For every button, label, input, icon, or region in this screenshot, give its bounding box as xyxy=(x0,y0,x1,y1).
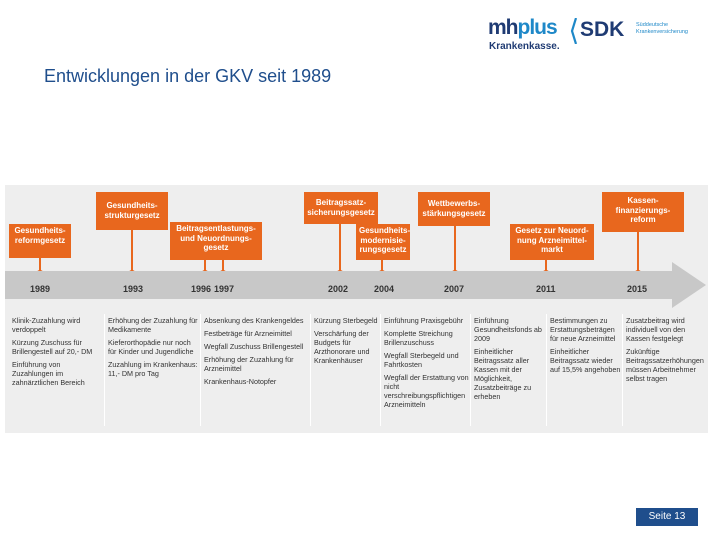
event-item: Bestimmungen zu Erstattungsbeträgen für … xyxy=(550,316,616,343)
law-box-wettbewerbsstaerkungsgesetz: Wettbewerbs- stärkungsgesetz xyxy=(418,192,490,226)
law-line: Gesetz zur Neuord- xyxy=(515,226,589,235)
events-1996-1997: Absenkung des Krankengeldes Festbeträge … xyxy=(204,316,308,390)
event-item: Einheitlicher Beitragssatz aller Kassen … xyxy=(474,347,532,401)
law-line: modernisie- xyxy=(360,235,406,245)
event-item: Einführung von Zuzahlungen im zahnärztli… xyxy=(12,360,85,387)
page-number: Seite 13 xyxy=(636,508,698,526)
sdk-logo: SDK xyxy=(580,18,625,41)
law-box-beitragsentlastungsgesetz: Beitragsentlastungs- und Neuordnungs- ge… xyxy=(170,222,262,260)
law-box-gesundheitsmodernisierungsgesetz: Gesundheits- modernisie- rungsgesetz xyxy=(356,224,410,260)
year-2007: 2007 xyxy=(444,284,465,294)
sdk-logo-subtitle: Süddeutsche Krankenversicherung xyxy=(636,22,688,35)
column-divider xyxy=(622,314,623,426)
event-item: Einführung Praxisgebühr xyxy=(384,316,464,325)
law-line: sicherungsgesetz xyxy=(307,207,375,217)
events-2015: Zusatzbeitrag wird individuell von den K… xyxy=(626,316,706,387)
year-2011: 2011 xyxy=(536,284,556,294)
event-item: Kieferorthopädie nur noch für Kinder und… xyxy=(108,338,194,356)
law-line: Gesundheits- xyxy=(106,201,158,210)
event-item: Klinik-Zuzahlung wird verdoppelt xyxy=(12,316,81,334)
events-2007: Einführung Gesundheitsfonds ab 2009 Einh… xyxy=(474,316,546,405)
law-line: markt xyxy=(541,245,563,254)
law-line: reform xyxy=(630,215,656,224)
sdk-logo-mark-icon xyxy=(570,18,578,44)
events-1989: Klinik-Zuzahlung wird verdoppelt Kürzung… xyxy=(12,316,100,391)
event-item: Kürzung Zuschuss für Brillengestell auf … xyxy=(12,338,93,356)
column-divider xyxy=(470,314,471,426)
event-item: Absenkung des Krankengeldes xyxy=(204,316,304,325)
events-2002: Kürzung Sterbegeld Verschärfung der Budg… xyxy=(314,316,380,369)
event-item: Erhöhung der Zuzahlung für Medikamente xyxy=(108,316,198,334)
event-item: Festbeträge für Arzneimittel xyxy=(204,329,292,338)
law-line: finanzierungs- xyxy=(615,205,671,215)
logo-area: mhplus Krankenkasse. SDK Süddeutsche Kra… xyxy=(488,16,708,56)
law-box-kassenfinanzierungsreform: Kassen- finanzierungs- reform xyxy=(602,192,684,232)
mhplus-logo-part2: plus xyxy=(517,16,558,39)
law-line: reformgesetz xyxy=(14,235,66,245)
law-line: nung Arzneimittel- xyxy=(517,235,587,245)
law-line: Gesundheits- xyxy=(14,226,66,235)
law-line: stärkungsgesetz xyxy=(422,208,486,218)
law-box-gesundheitsreformgesetz: Gesundheits- reformgesetz xyxy=(9,224,71,258)
event-item: Zukünftige Beitragssatzerhöhungen müssen… xyxy=(626,347,704,383)
law-box-amnog: Gesetz zur Neuord- nung Arzneimittel- ma… xyxy=(510,224,594,260)
mhplus-logo-subtitle: Krankenkasse. xyxy=(489,41,560,52)
event-item: Erhöhung der Zuzahlung für Arzneimittel xyxy=(204,355,294,373)
law-line: gesetz xyxy=(203,243,229,252)
mhplus-logo: mhplus xyxy=(488,16,558,40)
column-divider xyxy=(104,314,105,426)
column-divider xyxy=(310,314,311,426)
event-item: Wegfall Sterbegeld und Fahrtkosten xyxy=(384,351,459,369)
event-item: Zusatzbeitrag wird individuell von den K… xyxy=(626,316,686,343)
law-line: strukturgesetz xyxy=(104,210,160,220)
event-item: Krankenhaus-Notopfer xyxy=(204,377,277,386)
mhplus-logo-part1: mh xyxy=(488,16,518,39)
year-1996: 1996 xyxy=(191,284,212,294)
year-2002: 2002 xyxy=(328,284,349,294)
event-item: Einführung Gesundheitsfonds ab 2009 xyxy=(474,316,542,343)
timeline-arrow xyxy=(5,262,706,308)
column-divider xyxy=(380,314,381,426)
law-box-beitragssatzsicherungsgesetz: Beitragssatz- sicherungsgesetz xyxy=(304,192,378,224)
event-item: Kürzung Sterbegeld xyxy=(314,316,378,325)
year-2015: 2015 xyxy=(627,284,648,294)
year-1989: 1989 xyxy=(30,284,51,294)
law-line: Kassen- xyxy=(627,196,659,205)
event-item: Wegfall der Erstattung von nicht verschr… xyxy=(384,373,469,409)
law-box-gesundheitsstrukturgesetz: Gesundheits- strukturgesetz xyxy=(96,192,168,230)
events-2011: Bestimmungen zu Erstattungsbeträgen für … xyxy=(550,316,622,378)
law-line: und Neuordnungs- xyxy=(180,233,252,243)
event-item: Verschärfung der Budgets für Arzthonorar… xyxy=(314,329,370,365)
law-line: Wettbewerbs- xyxy=(427,199,481,208)
column-divider xyxy=(200,314,201,426)
event-item: Komplette Streichung Brillenzuschuss xyxy=(384,329,453,347)
event-item: Wegfall Zuschuss Brillengestell xyxy=(204,342,304,351)
law-line: Beitragsentlastungs- xyxy=(176,224,256,233)
events-2004: Einführung Praxisgebühr Komplette Streic… xyxy=(384,316,470,413)
year-1997: 1997 xyxy=(214,284,235,294)
year-1993: 1993 xyxy=(123,284,144,294)
events-1993: Erhöhung der Zuzahlung für Medikamente K… xyxy=(108,316,198,382)
event-item: Einheitlicher Beitragssatz wieder auf 15… xyxy=(550,347,621,374)
event-item: Zuzahlung im Krankenhaus: 11,- DM pro Ta… xyxy=(108,360,198,378)
page-title: Entwicklungen in der GKV seit 1989 xyxy=(44,66,332,86)
law-line: Beitragssatz- xyxy=(315,198,367,207)
law-line: Gesundheits- xyxy=(359,226,411,235)
year-2004: 2004 xyxy=(374,284,395,294)
law-line: rungsgesetz xyxy=(359,245,407,254)
column-divider xyxy=(546,314,547,426)
